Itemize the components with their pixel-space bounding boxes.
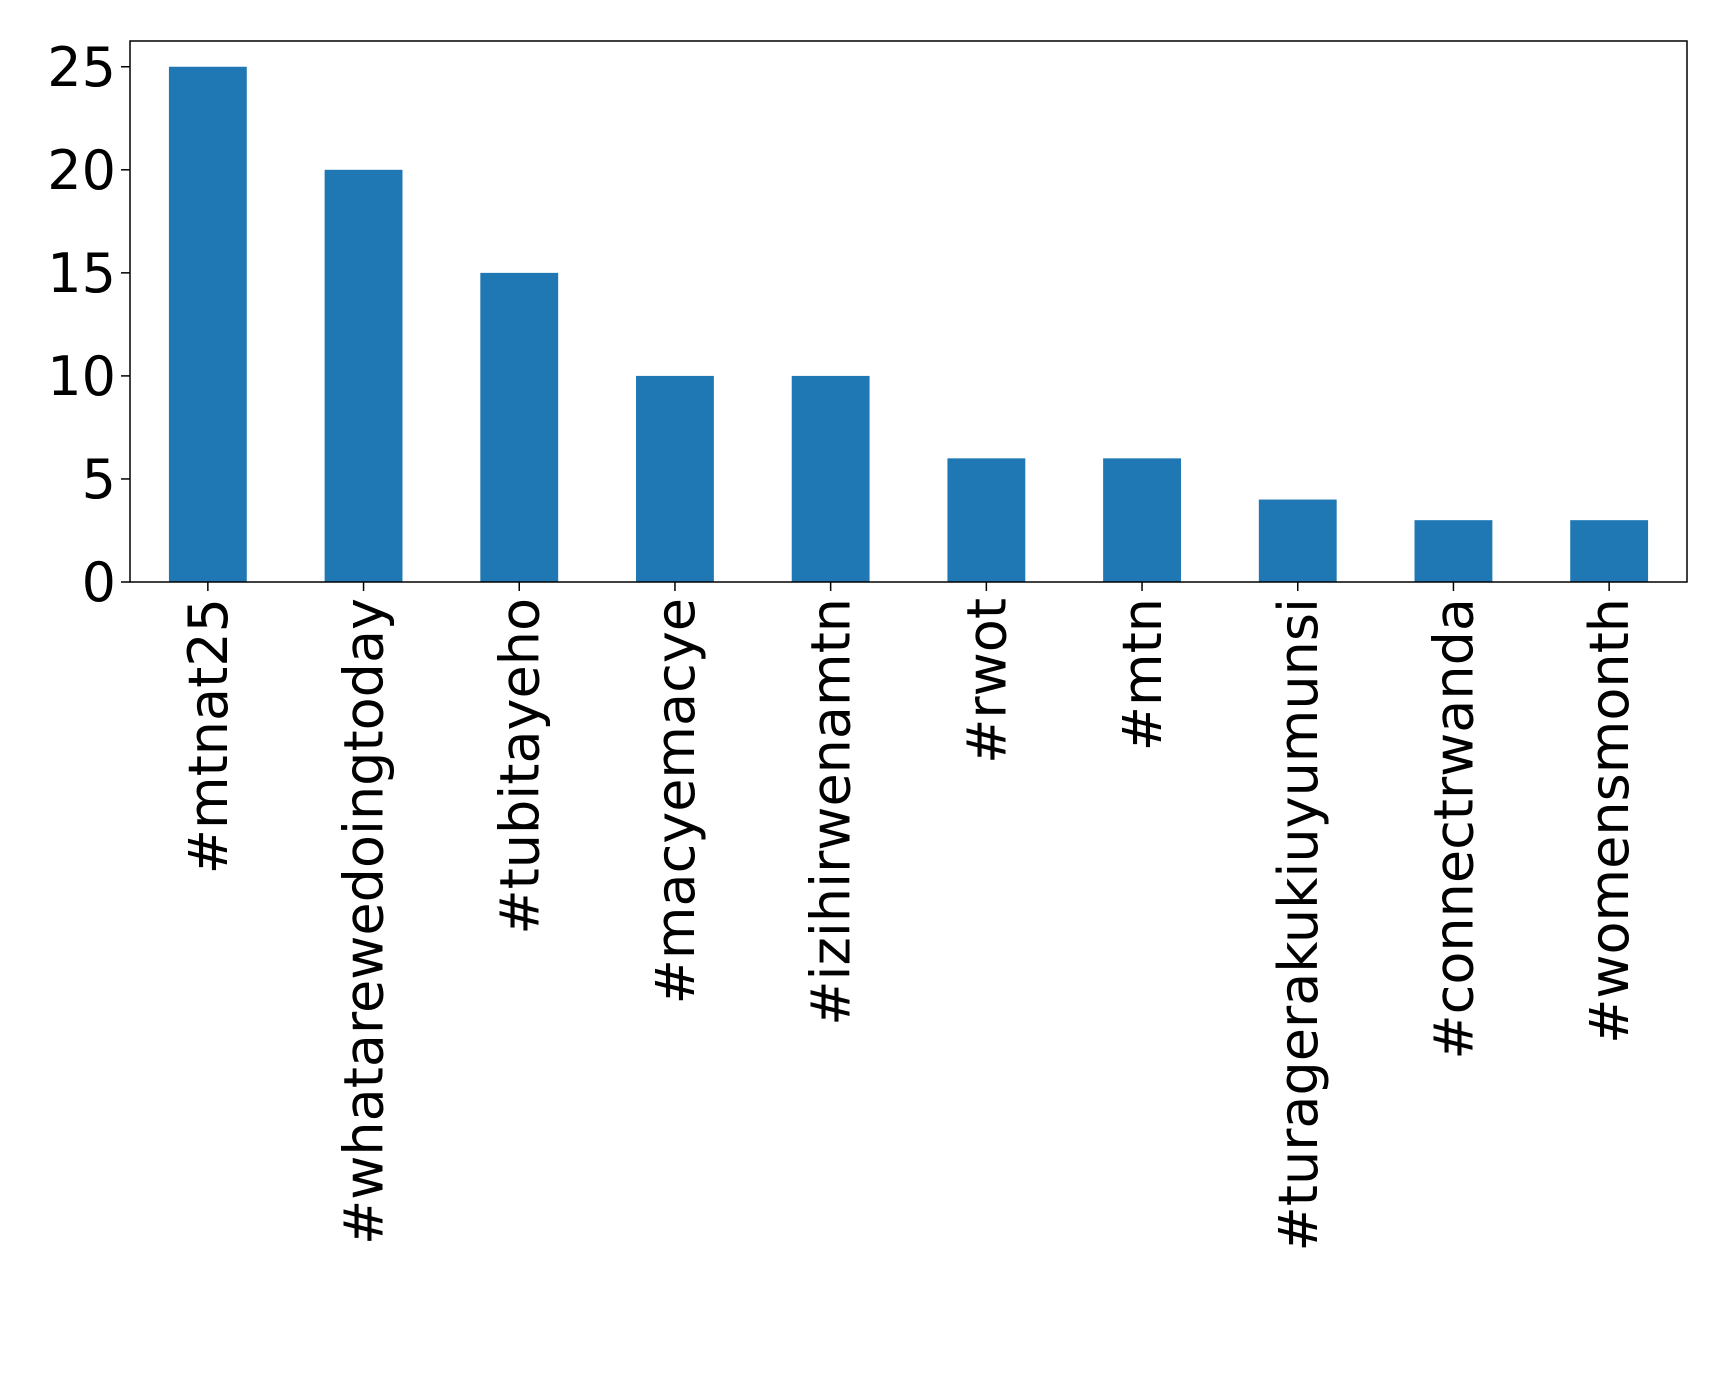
plot-frame bbox=[129, 40, 1688, 583]
y-tick-label: 15 bbox=[47, 242, 116, 305]
x-tick-label: #connectrwanda bbox=[1422, 598, 1485, 1060]
bar bbox=[947, 458, 1026, 582]
y-tick-label: 20 bbox=[47, 139, 116, 202]
x-tick-label: #tubitayeho bbox=[488, 598, 551, 935]
x-tick-label: #mtnat25 bbox=[177, 598, 240, 874]
bar bbox=[168, 66, 247, 582]
bar bbox=[324, 169, 403, 583]
bar bbox=[480, 272, 559, 582]
x-tick-label: #rwot bbox=[955, 598, 1018, 764]
x-tick-label: #womensmonth bbox=[1578, 598, 1641, 1044]
y-tick-label: 10 bbox=[47, 345, 116, 408]
bar bbox=[636, 375, 714, 582]
y-tick-label: 25 bbox=[47, 36, 116, 99]
x-tick-label: #macyemacye bbox=[644, 598, 707, 1004]
bar bbox=[1258, 499, 1337, 582]
x-tick-label: #izihirwenamtn bbox=[800, 598, 863, 1026]
x-tick-label: #turagerakukiuyumunsi bbox=[1267, 598, 1330, 1251]
y-tick-label: 0 bbox=[82, 551, 116, 614]
x-tick-label: #mtn bbox=[1111, 598, 1174, 751]
bar bbox=[1570, 520, 1649, 582]
y-tick-label: 5 bbox=[82, 448, 116, 511]
x-tick-label: #whatarewedoingtoday bbox=[333, 598, 396, 1245]
bar bbox=[791, 375, 870, 582]
bar bbox=[1103, 458, 1181, 582]
bar bbox=[1414, 520, 1493, 582]
